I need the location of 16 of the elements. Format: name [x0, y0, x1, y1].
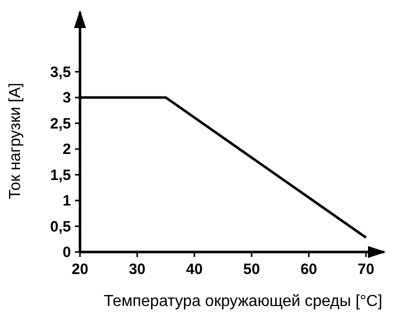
y-tick-label: 2	[62, 141, 71, 158]
x-tick-label: 40	[186, 261, 203, 278]
x-axis-title: Температура окружающей среды [°C]	[104, 293, 382, 310]
x-tick-label: 30	[128, 261, 146, 278]
y-tick-label: 3	[62, 90, 71, 107]
x-tick-label: 20	[72, 261, 88, 278]
y-tick-label: 0,5	[50, 218, 71, 236]
x-tick-label: 70	[358, 261, 374, 278]
x-tick-label: 60	[300, 261, 318, 278]
y-tick-label: 0	[62, 244, 71, 261]
y-axis-title: Ток нагрузки [A]	[7, 82, 24, 200]
x-tick-label: 50	[243, 261, 260, 278]
y-tick-label: 1	[62, 192, 71, 210]
y-tick-label: 3,5	[50, 64, 71, 81]
y-tick-label: 1,5	[50, 166, 71, 184]
y-tick-label: 2,5	[50, 115, 71, 132]
